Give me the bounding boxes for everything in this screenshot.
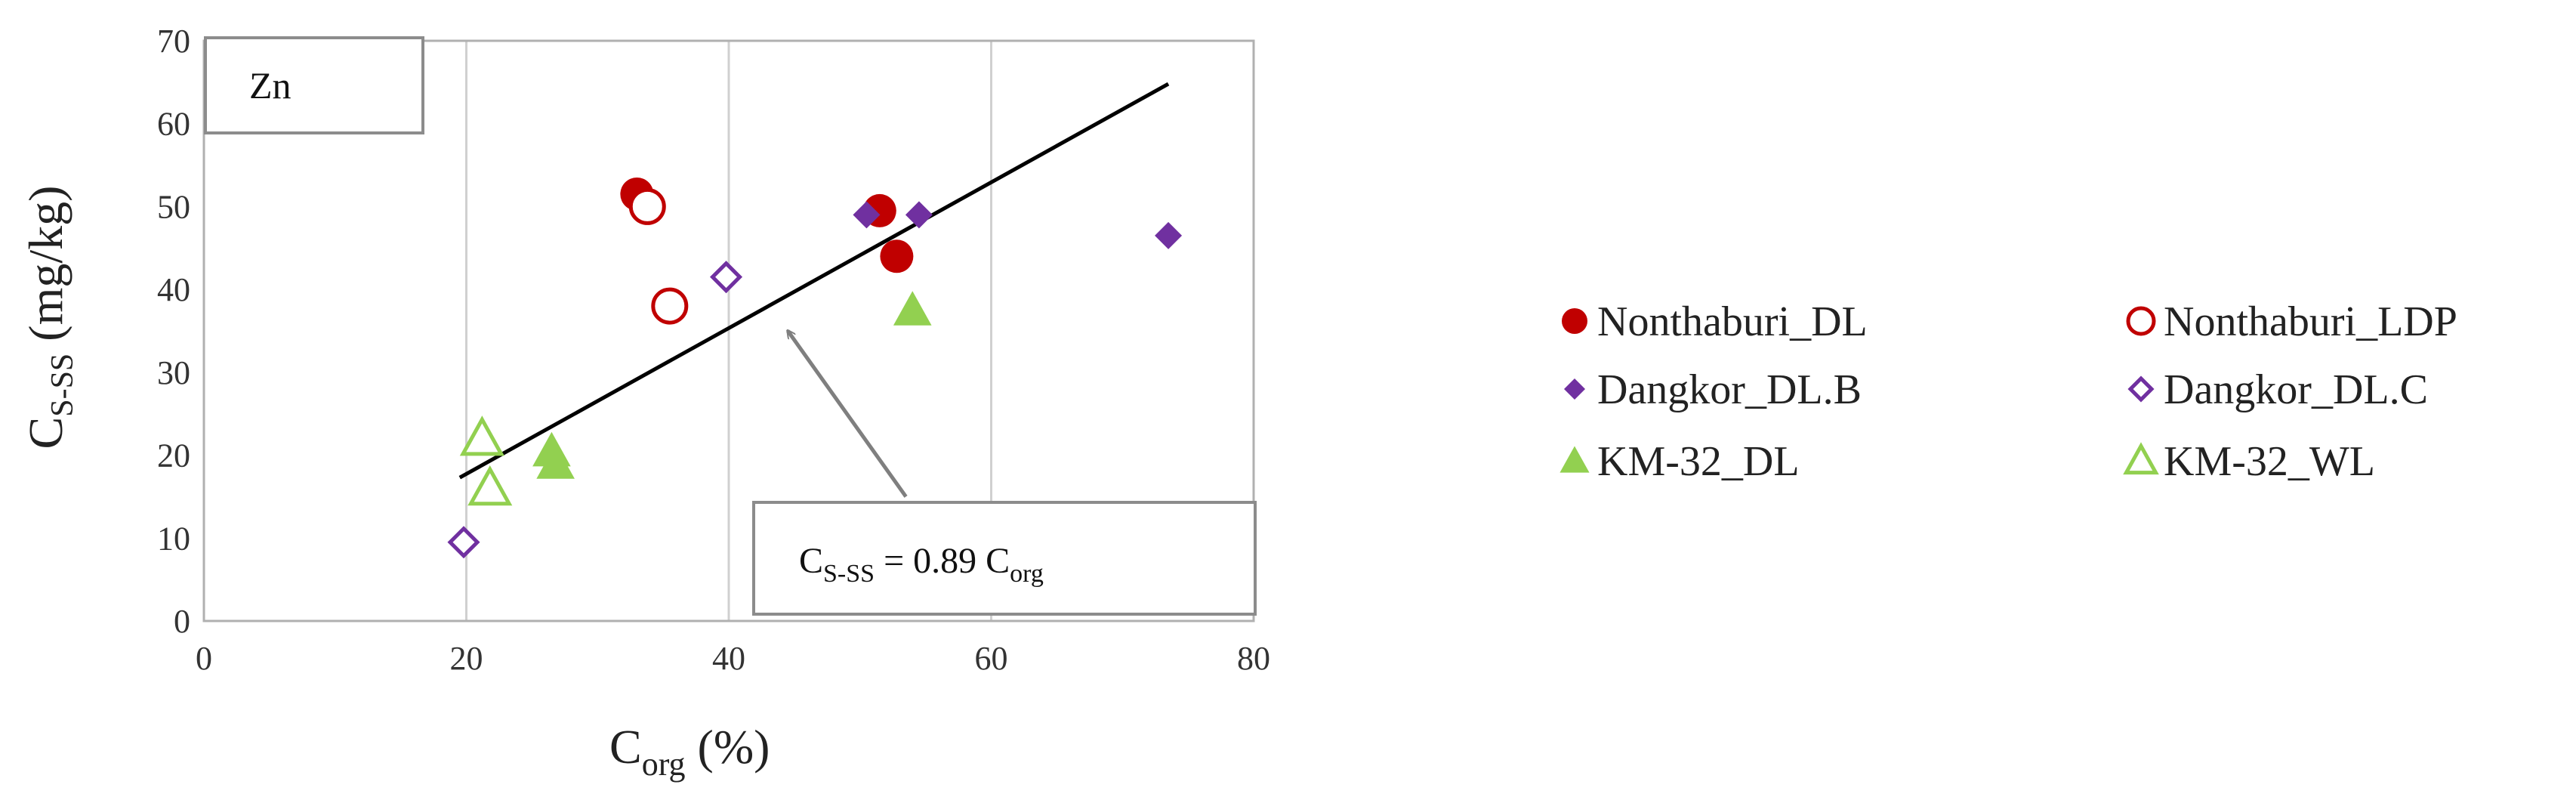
x-axis-title-sub: org [642,746,686,783]
legend-label-km-32-dl: KM-32_DL [1597,438,1800,485]
point-km-32-wl [459,415,504,456]
legend-label-km-32-wl: KM-32_WL [2164,438,2375,485]
y-tick-label: 60 [157,106,190,143]
legend-label-nonthaburi-ldp: Nonthaburi_LDP [2164,298,2457,345]
annotation-arrow-group [788,331,908,498]
point-dangkor-dl-b [853,201,881,229]
panel-label: Zn [249,64,292,107]
x-axis-title: Corg (%) [609,720,770,783]
x-tick-label: 80 [1237,640,1270,677]
equation-rhs-sub: org [1010,560,1044,588]
x-tick-labels: 0 20 40 60 80 [196,640,1270,677]
point-nonthaburi-ldp [651,287,689,325]
point-dangkor-dl-c [709,261,743,294]
y-tick-label: 40 [157,271,190,308]
legend-label-nonthaburi-dl: Nonthaburi_DL [1597,298,1868,345]
x-tick-label: 60 [975,640,1008,677]
equation-lhs-main: C [799,541,823,581]
equation-label: CS-SS = 0.89 Corg [799,541,1044,588]
point-dangkor-dl-b [1155,221,1183,249]
y-tick-label: 70 [157,23,190,60]
y-tick-label: 0 [174,603,190,640]
annotation-arrow [788,331,908,498]
equation-box: CS-SS = 0.89 Corg [752,501,1257,616]
legend-marker-dangkor-dl-c [2127,375,2155,403]
legend-marker-dangkor-dl-b [1564,378,1585,400]
point-dangkor-dl-c [447,526,480,559]
y-tick-label: 20 [157,437,190,474]
y-tick-label: 30 [157,354,190,391]
y-axis-title-sub: S-SS [45,354,80,417]
legend-marker-nonthaburi-ldp [2126,306,2156,336]
plot-area-frame [202,39,1255,622]
legend-marker-km-32-wl [2123,442,2159,475]
data-points [447,177,1183,559]
trendline-group [458,82,1170,480]
legend-marker-nonthaburi-dl [1562,308,1587,334]
equation-mid: = 0.89 C [875,541,1010,581]
x-axis-title-unit: (%) [698,720,770,774]
point-km-32-dl [893,291,932,326]
y-tick-labels: 0 10 20 30 40 50 60 70 [157,23,190,640]
point-km-32-wl [467,465,513,506]
y-tick-label: 10 [157,520,190,557]
y-axis-title-main: C [19,417,72,449]
point-nonthaburi-ldp [628,187,666,225]
legend: Nonthaburi_DL Nonthaburi_LDP Dangkor_DL.B D… [1559,298,2457,485]
y-axis-title: CS-SS (mg/kg) [19,186,80,449]
trendline [458,82,1170,480]
x-axis-title-main: C [609,720,642,774]
legend-label-dangkor-dl-b: Dangkor_DL.B [1597,366,1862,413]
x-tick-label: 40 [712,640,745,677]
point-dangkor-dl-b [905,201,933,229]
legend-marker-km-32-dl [1559,446,1590,473]
panel-label-box: Zn [204,36,424,134]
y-axis-title-unit: (mg/kg) [19,186,72,341]
legend-label-dangkor-dl-c: Dangkor_DL.C [2164,366,2428,413]
x-tick-label: 0 [196,640,212,677]
point-km-32-dl [536,444,575,479]
x-tick-label: 20 [450,640,483,677]
equation-lhs-sub: S-SS [823,560,875,588]
point-nonthaburi-dl [880,239,914,273]
y-tick-label: 50 [157,188,190,225]
